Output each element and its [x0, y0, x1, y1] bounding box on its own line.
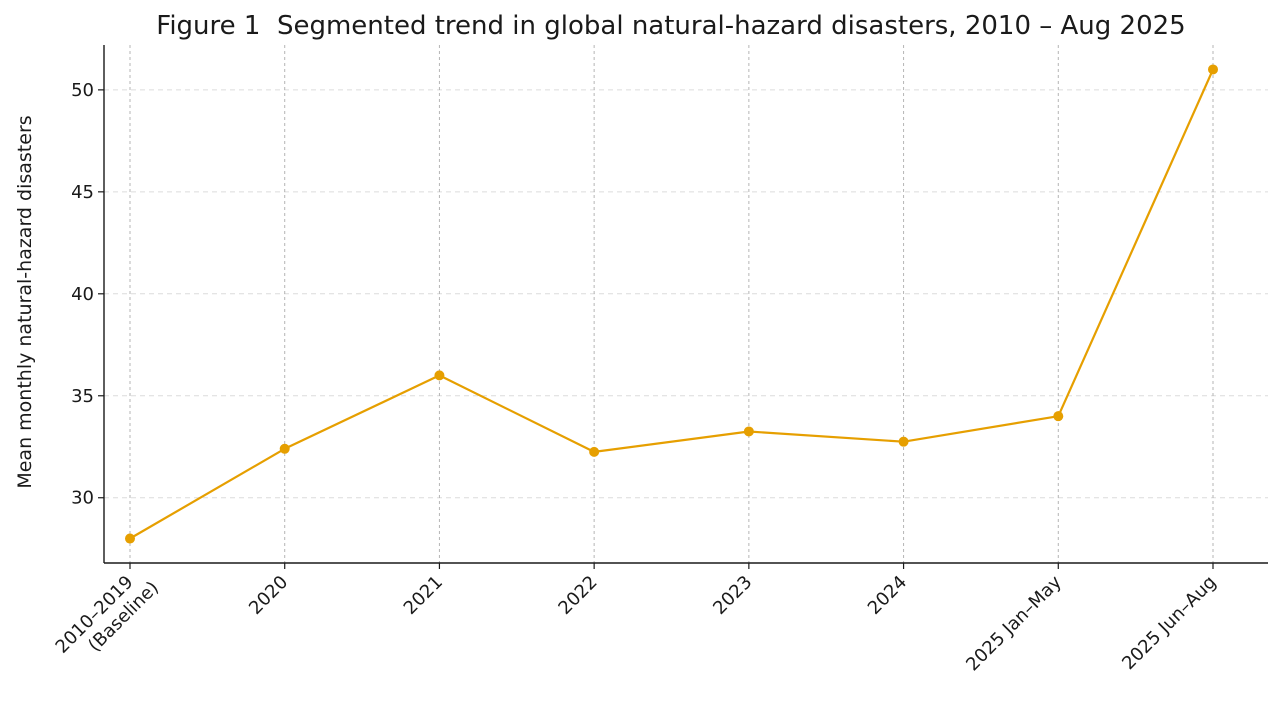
series — [125, 64, 1218, 544]
y-tick-label: 30 — [71, 488, 94, 509]
x-tick-label: 2020 — [245, 572, 292, 619]
x-tick-label: 2024 — [864, 572, 911, 619]
data-point — [589, 446, 600, 457]
y-tick-label: 45 — [71, 182, 94, 203]
y-tick-label: 35 — [71, 386, 94, 407]
x-tick-label: 2023 — [709, 572, 756, 619]
data-point — [434, 370, 445, 381]
y-tick-label: 50 — [71, 80, 94, 101]
x-tick-label: 2010–2019(Baseline) — [52, 562, 163, 673]
x-ticks: 2010–2019(Baseline) 2020 2021 2022 2023 2024 2… — [52, 562, 1221, 675]
data-point — [1208, 64, 1218, 75]
series-line — [129, 69, 1215, 540]
y-axis-label: Mean monthly natural-hazard disasters — [14, 115, 36, 488]
data-point — [279, 443, 290, 454]
y-tick-label: 40 — [71, 284, 94, 305]
data-point — [1053, 411, 1064, 422]
data-point — [125, 533, 135, 544]
chart-title: Figure 1 Segmented trend in global natur… — [156, 11, 1185, 41]
axes — [103, 45, 1268, 564]
x-tick-label: 2022 — [554, 572, 601, 619]
y-ticks: 30 35 40 45 50 — [71, 80, 104, 509]
data-point — [743, 426, 754, 437]
x-tick-label: 2025 Jan–May — [962, 571, 1066, 675]
x-tick-label: 2025 Jun–Aug — [1118, 572, 1220, 674]
grid — [104, 45, 1268, 563]
data-point — [898, 436, 909, 447]
x-tick-label: 2021 — [400, 572, 447, 619]
